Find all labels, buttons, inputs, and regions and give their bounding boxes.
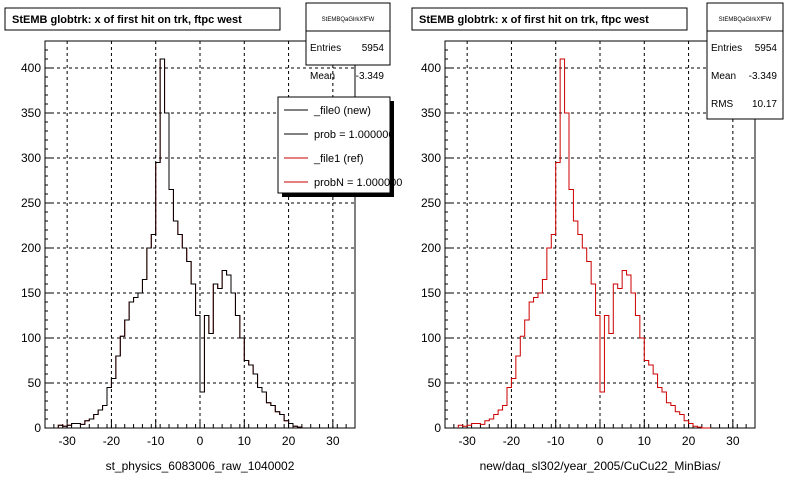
- stats-label-mean: Mean: [310, 71, 335, 82]
- legend-label-2: _file1 (ref): [313, 153, 364, 165]
- x-tick-label: 20: [282, 434, 296, 448]
- y-tick-label: 0: [34, 421, 41, 435]
- x-tick-label: 0: [197, 434, 204, 448]
- y-tick-label: 150: [421, 286, 441, 300]
- legend-box: [277, 96, 391, 194]
- stats-label-entries: Entries: [711, 43, 742, 54]
- stats-box: [305, 2, 391, 66]
- stats-value-entries: 5954: [362, 43, 385, 54]
- y-tick-label: 300: [421, 151, 441, 165]
- stats-label-rms: RMS: [711, 99, 734, 110]
- histogram-series-0: [457, 58, 711, 429]
- y-tick-label: 200: [421, 241, 441, 255]
- y-tick-label: 50: [28, 376, 42, 390]
- x-tick-label: 10: [238, 434, 252, 448]
- chart-title: StEMB globtrk: x of first hit on trk, ft…: [419, 14, 649, 26]
- x-tick-label: -20: [503, 434, 521, 448]
- stats-value-entries: 5954: [755, 43, 778, 54]
- legend-label-3: probN = 1.000000: [314, 177, 402, 189]
- y-tick-label: 0: [434, 421, 441, 435]
- y-tick-label: 100: [421, 331, 441, 345]
- stats-label-mean: Mean: [711, 71, 736, 82]
- chart-title: StEMB globtrk: x of first hit on trk, ft…: [12, 14, 242, 26]
- y-tick-label: 400: [421, 61, 441, 75]
- histogram-series-1: [57, 58, 311, 429]
- x-axis-label: new/daq_sl302/year_2005/CuCu22_MinBias/: [480, 459, 721, 473]
- title-box: [4, 7, 281, 31]
- stats-value-mean: -3.349: [749, 71, 778, 82]
- legend-label-0: _file0 (new): [313, 105, 371, 117]
- x-tick-label: -30: [458, 434, 476, 448]
- x-tick-label: -10: [147, 434, 165, 448]
- y-tick-label: 200: [21, 241, 41, 255]
- x-tick-label: -10: [547, 434, 565, 448]
- x-tick-label: 10: [638, 434, 652, 448]
- stats-name: StEMBQaGlrkXfFW: [719, 17, 772, 23]
- x-axis-label: st_physics_6083006_raw_1040002: [106, 459, 295, 473]
- title-box: [411, 7, 688, 31]
- stats-name: StEMBQaGlrkXfFW: [322, 17, 375, 23]
- y-tick-label: 350: [21, 106, 41, 120]
- y-tick-label: 150: [21, 286, 41, 300]
- y-tick-label: 50: [428, 376, 442, 390]
- legend-label-1: prob = 1.000000: [314, 129, 394, 141]
- y-tick-label: 350: [421, 106, 441, 120]
- left-histogram-panel: 0 50 100 150 200 250 300 350 400 -30 -20 -10 0 10 20 30…: [4, 2, 402, 473]
- legend: _file0 (new) prob = 1.000000 _file1 (ref) p…: [277, 96, 402, 197]
- stats-label-entries: Entries: [310, 43, 341, 54]
- x-tick-label: -30: [58, 434, 76, 448]
- y-tick-label: 100: [21, 331, 41, 345]
- x-tick-label: 30: [326, 434, 340, 448]
- y-tick-label: 300: [21, 151, 41, 165]
- y-tick-label: 250: [421, 196, 441, 210]
- x-tick-label: 20: [682, 434, 696, 448]
- stats-value-mean: -3.349: [356, 71, 385, 82]
- y-tick-label: 250: [21, 196, 41, 210]
- y-tick-label: 400: [21, 61, 41, 75]
- x-tick-label: 30: [726, 434, 740, 448]
- x-tick-label: 0: [597, 434, 604, 448]
- stats-box: [706, 2, 784, 120]
- stats-value-rms: 10.17: [752, 99, 777, 110]
- right-histogram-panel: 0 50 100 150 200 250 300 350 400 -30 -20 -10 0 10 20 30…: [411, 2, 784, 473]
- x-tick-label: -20: [103, 434, 121, 448]
